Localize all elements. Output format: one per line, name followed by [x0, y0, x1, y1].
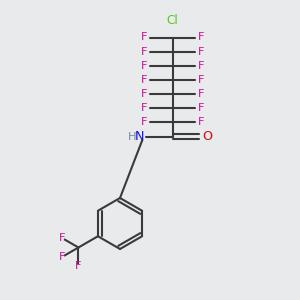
- Text: F: F: [141, 32, 148, 43]
- Text: Cl: Cl: [167, 14, 178, 27]
- Text: F: F: [197, 103, 204, 113]
- Text: F: F: [197, 61, 204, 71]
- Text: F: F: [141, 46, 148, 57]
- Text: F: F: [141, 61, 148, 71]
- Text: F: F: [141, 89, 148, 99]
- Text: F: F: [197, 46, 204, 57]
- Text: F: F: [141, 103, 148, 113]
- Text: N: N: [135, 130, 145, 143]
- Text: F: F: [197, 89, 204, 99]
- Text: F: F: [197, 32, 204, 43]
- Text: F: F: [197, 117, 204, 128]
- Text: O: O: [202, 130, 213, 143]
- Text: F: F: [75, 261, 82, 271]
- Text: F: F: [141, 117, 148, 128]
- Text: F: F: [141, 75, 148, 85]
- Text: F: F: [59, 233, 66, 243]
- Text: F: F: [197, 75, 204, 85]
- Text: H: H: [128, 131, 136, 142]
- Text: F: F: [59, 252, 66, 262]
